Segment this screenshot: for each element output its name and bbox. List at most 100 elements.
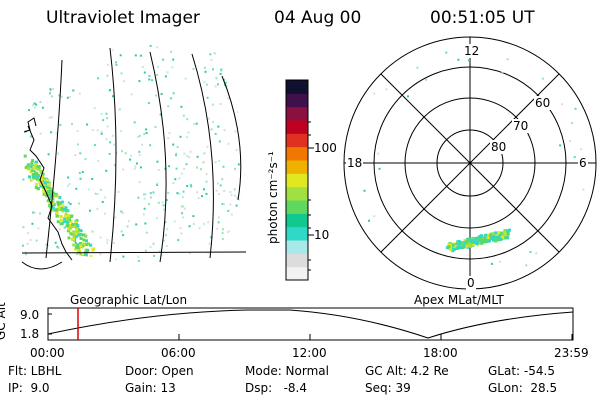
geo-aurora-pixel xyxy=(55,194,59,198)
geo-speck xyxy=(201,195,203,198)
geo-speck xyxy=(120,130,123,133)
geo-speck xyxy=(106,117,109,120)
geo-speck xyxy=(206,145,209,148)
geo-speck xyxy=(78,230,81,233)
geo-speck xyxy=(205,180,208,183)
geo-aurora-pixel xyxy=(77,243,81,247)
geo-speck xyxy=(213,52,216,55)
polar-speck xyxy=(363,189,366,192)
geo-aurora-pixel xyxy=(42,183,46,187)
geo-aurora-pixel xyxy=(64,209,68,213)
geo-aurora-pixel xyxy=(82,233,86,237)
geo-aurora-pixel xyxy=(72,224,76,228)
geo-aurora-pixel xyxy=(67,214,71,218)
geo-speck xyxy=(148,78,151,81)
geo-speck xyxy=(212,121,214,123)
geo-aurora-pixel xyxy=(55,212,59,216)
geo-speck xyxy=(143,197,146,200)
geo-speck xyxy=(205,83,208,86)
geo-speck xyxy=(104,196,107,199)
y-tick-1.8: 1.8 xyxy=(20,327,40,341)
polar-aurora-pixel xyxy=(488,236,492,239)
geo-aurora-pixel xyxy=(69,226,73,230)
geo-speck xyxy=(175,152,178,155)
coastline xyxy=(23,117,73,261)
geo-speck xyxy=(164,221,167,224)
geo-speck xyxy=(68,95,71,98)
geo-speck xyxy=(218,159,221,162)
polar-aurora-pixel xyxy=(486,236,490,240)
geo-speck xyxy=(218,140,221,143)
geo-speck xyxy=(77,143,79,146)
geo-speck xyxy=(72,89,75,92)
geo-aurora-pixel xyxy=(51,206,55,210)
geo-speck xyxy=(203,188,205,191)
geo-speck xyxy=(229,203,232,206)
geo-speck xyxy=(224,81,227,84)
geo-speck xyxy=(139,54,142,57)
geo-speck xyxy=(144,222,147,225)
geo-speck xyxy=(69,203,72,205)
geo-speck xyxy=(63,226,66,229)
polar-aurora-pixel xyxy=(463,238,467,242)
geo-speck xyxy=(120,72,123,75)
geo-aurora-pixel xyxy=(34,163,38,167)
geo-speck xyxy=(108,152,111,155)
polar-speck xyxy=(385,88,388,91)
colorbar-tick-10: 10 xyxy=(314,228,330,242)
geo-speck xyxy=(29,135,32,138)
geo-speck xyxy=(58,228,61,231)
colorbar-swatch xyxy=(286,226,308,241)
geo-aurora-pixel xyxy=(23,154,27,158)
geo-aurora-pixel xyxy=(82,242,86,246)
geo-speck xyxy=(212,68,214,71)
geo-speck xyxy=(217,221,220,224)
time-label: 00:51:05 UT xyxy=(430,8,535,28)
geo-speck xyxy=(121,212,124,214)
geo-speck xyxy=(214,161,217,164)
geo-aurora-pixel xyxy=(47,193,51,197)
geo-aurora-pixel xyxy=(72,230,76,234)
geo-speck xyxy=(178,177,181,180)
polar-aurora-pixel xyxy=(478,237,481,241)
geo-aurora-pixel xyxy=(54,194,57,198)
geo-speck xyxy=(215,189,218,192)
geo-speck xyxy=(105,112,108,115)
polar-aurora-pixel xyxy=(492,238,495,242)
polar-aurora-pixel xyxy=(491,235,495,238)
geo-aurora-pixel xyxy=(59,215,63,219)
geo-speck xyxy=(33,211,36,214)
geo-speck xyxy=(138,80,141,83)
geo-speck xyxy=(230,213,233,216)
geo-speck xyxy=(225,85,228,87)
geo-aurora-pixel xyxy=(79,244,83,248)
colorbar-swatch xyxy=(286,120,308,134)
geo-speck xyxy=(182,190,185,193)
geo-speck xyxy=(76,253,78,256)
geo-speck xyxy=(212,104,215,106)
geo-aurora-pixel xyxy=(47,183,51,187)
colorbar-swatch xyxy=(286,173,308,188)
geo-speck xyxy=(221,202,224,205)
glon-info: GLon: 28.5 xyxy=(488,381,558,395)
altitude-curve xyxy=(47,309,574,339)
geo-aurora-pixel xyxy=(67,236,71,240)
geo-speck xyxy=(130,93,133,96)
date-label: 04 Aug 00 xyxy=(274,8,362,28)
geo-speck xyxy=(230,194,233,197)
geo-speck xyxy=(127,220,130,223)
geo-aurora-pixel xyxy=(68,224,72,227)
geo-speck xyxy=(154,126,157,128)
geo-speck xyxy=(58,94,60,97)
geo-speck xyxy=(137,255,140,258)
polar-speck xyxy=(490,262,493,265)
geo-speck xyxy=(147,102,150,104)
geo-speck xyxy=(96,129,99,132)
dsp-info: Dsp: -8.4 xyxy=(245,381,308,395)
geo-aurora-pixel xyxy=(33,172,37,176)
geo-speck xyxy=(45,243,48,246)
geo-panel-label: Geographic Lat/Lon xyxy=(70,293,188,307)
geo-speck xyxy=(192,223,195,225)
geo-aurora-pixel xyxy=(52,203,56,207)
geo-speck xyxy=(97,77,100,80)
